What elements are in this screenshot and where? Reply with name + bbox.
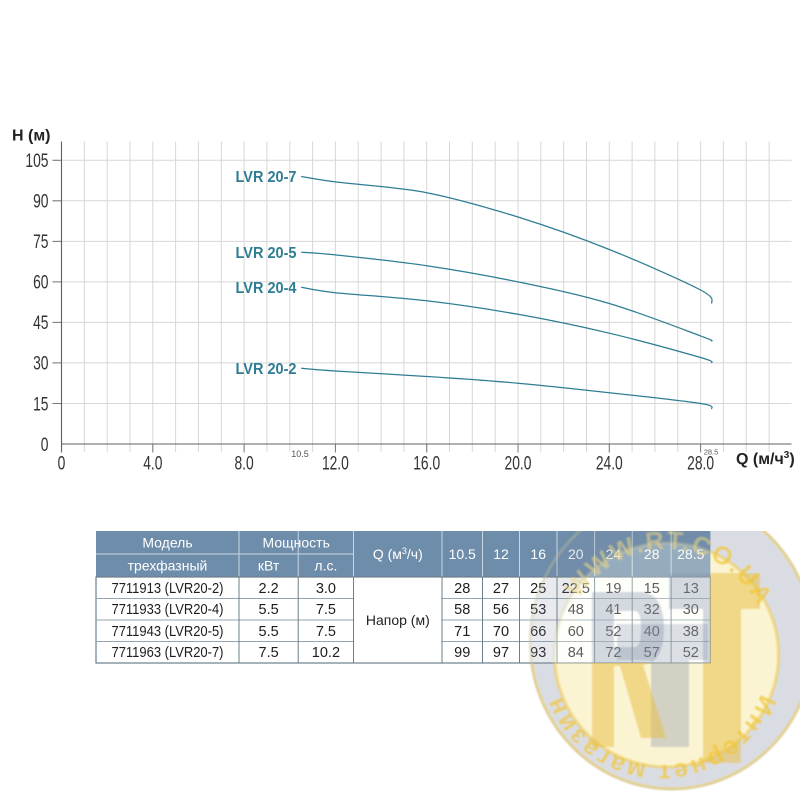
svg-text:LVR 20-7: LVR 20-7	[236, 169, 297, 186]
svg-text:7711933 (LVR20-4): 7711933 (LVR20-4)	[112, 602, 224, 618]
svg-text:5.5: 5.5	[259, 602, 279, 618]
svg-text:4.0: 4.0	[143, 454, 162, 475]
svg-text:Q (м/ч3): Q (м/ч3)	[736, 450, 795, 468]
svg-text:30: 30	[33, 354, 48, 375]
svg-text:90: 90	[33, 192, 48, 213]
svg-text:27: 27	[493, 581, 509, 597]
svg-text:71: 71	[454, 624, 470, 640]
svg-text:7.5: 7.5	[316, 624, 336, 640]
svg-text:5.5: 5.5	[259, 624, 279, 640]
svg-text:LVR 20-4: LVR 20-4	[236, 280, 297, 297]
svg-text:10.5: 10.5	[449, 546, 476, 562]
svg-text:75: 75	[33, 232, 48, 253]
svg-text:H (м): H (м)	[12, 128, 51, 145]
svg-text:Напор (м): Напор (м)	[366, 612, 430, 628]
svg-text:0: 0	[58, 454, 66, 475]
svg-text:28: 28	[454, 581, 470, 597]
svg-text:16: 16	[530, 546, 546, 562]
svg-text:15: 15	[33, 394, 48, 415]
svg-text:трехфазный: трехфазный	[128, 558, 208, 574]
svg-text:7.5: 7.5	[316, 602, 336, 618]
svg-text:7711913 (LVR20-2): 7711913 (LVR20-2)	[112, 581, 224, 597]
svg-text:10.5: 10.5	[291, 449, 309, 459]
svg-text:12.0: 12.0	[322, 454, 349, 475]
svg-text:2.2: 2.2	[259, 581, 279, 597]
svg-text:кВт: кВт	[258, 558, 280, 574]
svg-text:л.с.: л.с.	[314, 558, 337, 574]
svg-text:105: 105	[25, 151, 48, 172]
svg-text:24.0: 24.0	[596, 454, 623, 475]
svg-text:20.0: 20.0	[505, 454, 532, 475]
svg-text:LVR 20-2: LVR 20-2	[236, 361, 297, 378]
svg-text:60: 60	[33, 273, 48, 294]
svg-text:8.0: 8.0	[235, 454, 254, 475]
svg-text:0: 0	[41, 435, 49, 456]
svg-text:7.5: 7.5	[259, 645, 279, 661]
svg-text:Модель: Модель	[142, 535, 192, 551]
svg-text:45: 45	[33, 313, 48, 334]
svg-text:Мощность: Мощность	[263, 535, 330, 551]
svg-text:28.5: 28.5	[704, 448, 719, 457]
svg-text:LVR 20-5: LVR 20-5	[236, 245, 297, 262]
svg-text:7711963 (LVR20-7): 7711963 (LVR20-7)	[112, 645, 224, 661]
svg-text:7711943 (LVR20-5): 7711943 (LVR20-5)	[112, 624, 224, 640]
svg-text:3.0: 3.0	[316, 581, 336, 597]
svg-text:16.0: 16.0	[413, 454, 440, 475]
svg-text:56: 56	[493, 602, 509, 618]
svg-text:Q (м3/ч): Q (м3/ч)	[373, 546, 423, 562]
svg-text:97: 97	[493, 645, 509, 661]
svg-text:70: 70	[493, 624, 509, 640]
svg-text:28.0: 28.0	[687, 454, 714, 475]
svg-text:99: 99	[454, 645, 470, 661]
svg-text:12: 12	[493, 546, 509, 562]
svg-text:58: 58	[454, 602, 470, 618]
svg-text:10.2: 10.2	[312, 645, 340, 661]
